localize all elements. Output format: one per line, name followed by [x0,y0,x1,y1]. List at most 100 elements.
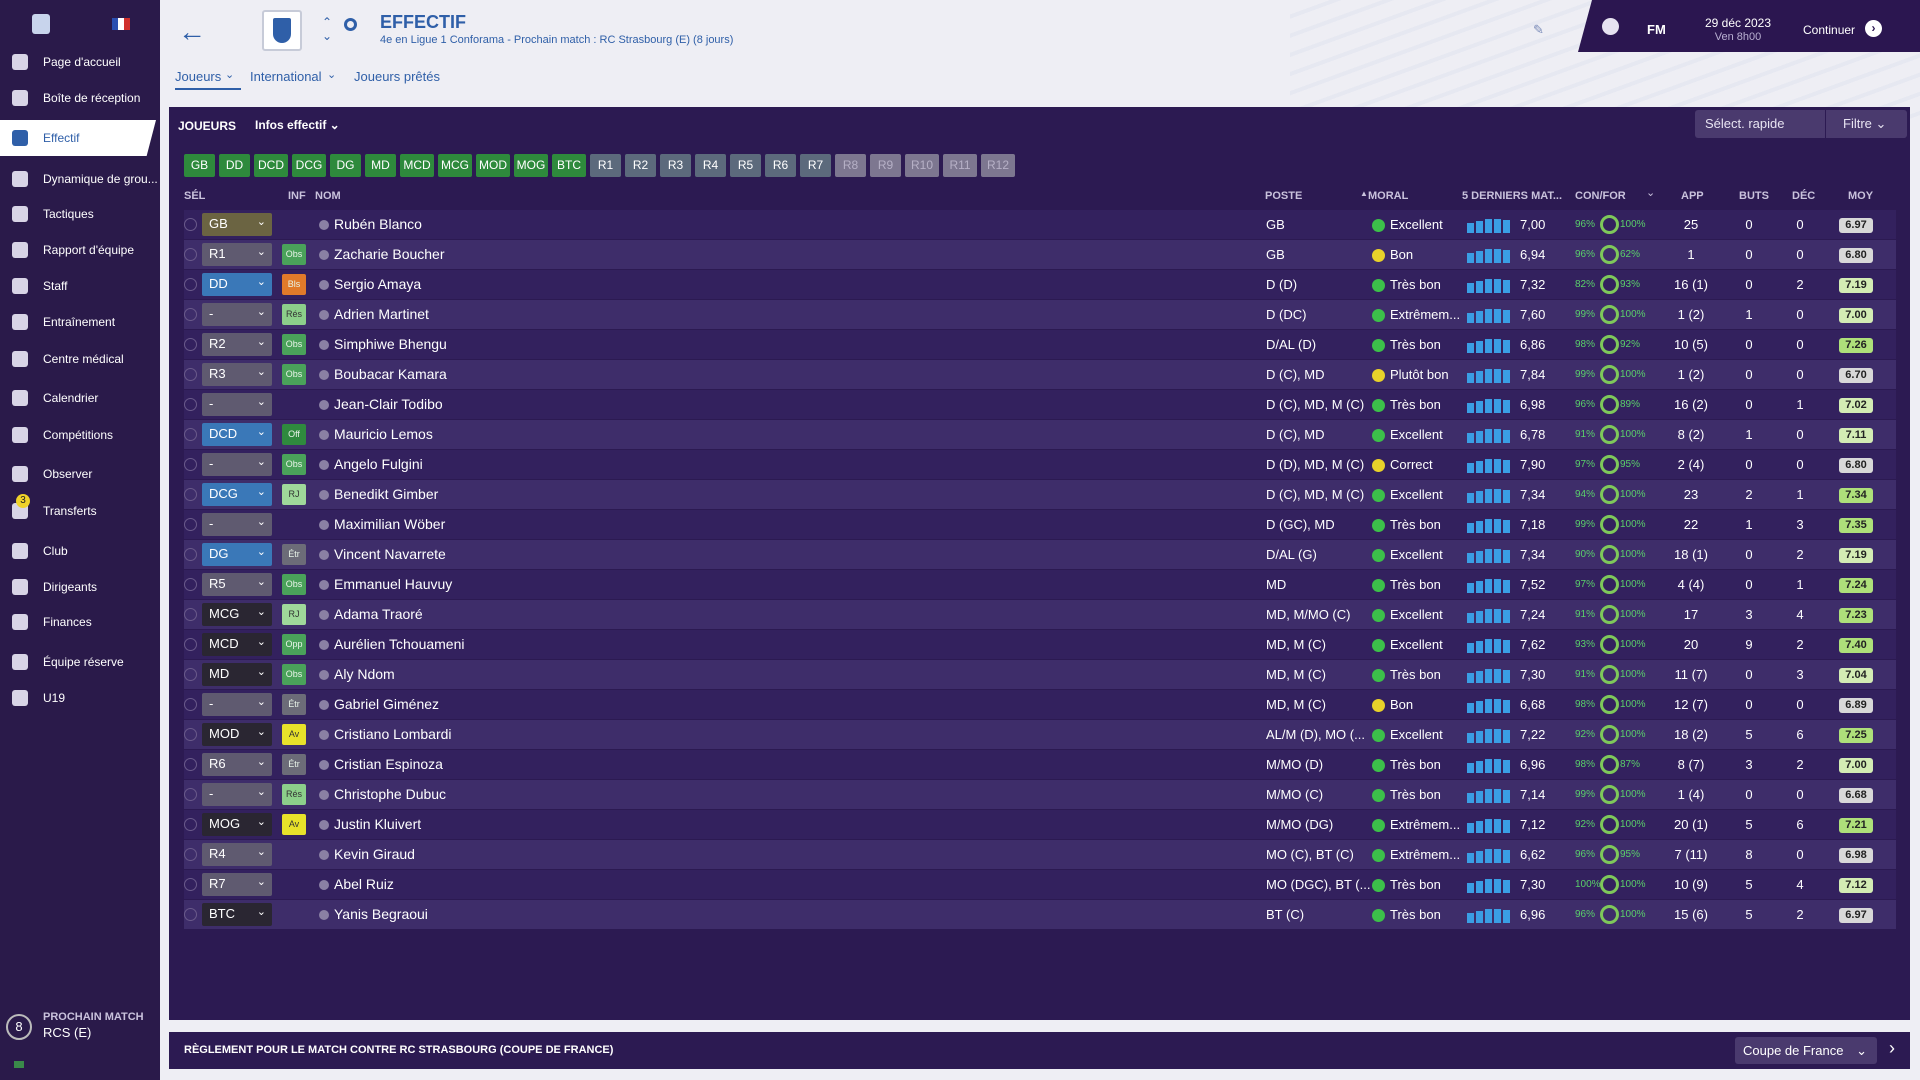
info-tag[interactable]: Av [282,814,306,835]
column-header[interactable]: BUTS [1739,190,1769,202]
tab-chevron[interactable]: ⌄ [327,69,337,81]
player-name[interactable]: Aurélien Tchouameni [334,636,465,652]
info-tag[interactable]: Opp [282,634,306,655]
position-chip[interactable]: MOD [476,154,510,177]
position-select[interactable]: MOG ⌄ [202,813,272,836]
player-name[interactable]: Maximilian Wöber [334,516,446,532]
column-header[interactable]: INF [288,190,306,202]
player-name[interactable]: Aly Ndom [334,666,395,682]
nav-icon[interactable] [12,351,28,367]
select-chevron[interactable]: ⌄ [256,726,266,738]
position-chip[interactable]: GB [184,154,215,177]
nation-flag[interactable] [112,18,130,30]
position-select[interactable]: R5 ⌄ [202,573,272,596]
select-checkbox[interactable] [184,698,197,711]
prev-next[interactable]: ⌃ ⌄ [322,15,333,43]
select-chevron[interactable]: ⌄ [256,846,266,858]
tab[interactable]: International [250,69,322,84]
position-select[interactable]: R3 ⌄ [202,363,272,386]
column-header[interactable]: MOY [1848,190,1874,202]
form-bars[interactable] [1467,846,1517,863]
select-checkbox[interactable] [184,428,197,441]
club-icon[interactable] [32,14,50,34]
continue-icon[interactable]: › [1865,20,1882,37]
nav-icon[interactable] [12,427,28,443]
info-tag[interactable]: Rés [282,304,306,325]
select-checkbox[interactable] [184,308,197,321]
nav-item[interactable]: Équipe réserve [43,655,124,669]
select-chevron[interactable]: ⌄ [256,666,266,678]
info-tag[interactable]: Rés [282,784,306,805]
info-icon[interactable] [319,760,329,770]
page-subtitle[interactable]: 4e en Ligue 1 Conforama - Prochain match… [380,34,734,46]
globe-icon[interactable] [1602,18,1619,35]
nav-icon[interactable] [12,206,28,222]
position-select[interactable]: DG ⌄ [202,543,272,566]
player-row[interactable]: - ⌄ Jean-Clair Todibo D (C), MD, M (C) Très … [184,390,1896,419]
info-icon[interactable] [319,640,329,650]
player-name[interactable]: Adama Traoré [334,606,423,622]
player-name[interactable]: Jean-Clair Todibo [334,396,443,412]
search-icon[interactable] [344,18,357,31]
player-name[interactable]: Zacharie Boucher [334,246,445,262]
info-icon[interactable] [319,250,329,260]
position-select[interactable]: DCG ⌄ [202,483,272,506]
select-checkbox[interactable] [184,518,197,531]
info-icon[interactable] [319,340,329,350]
position-value[interactable]: R2 [209,336,226,351]
player-name[interactable]: Yanis Begraoui [334,906,428,922]
position-value[interactable]: - [209,306,214,321]
select-checkbox[interactable] [184,218,197,231]
info-icon[interactable] [319,820,329,830]
select-chevron[interactable]: ⌄ [256,606,266,618]
select-chevron[interactable]: ⌄ [256,546,266,558]
form-bars[interactable] [1467,546,1517,563]
position-select[interactable]: - ⌄ [202,453,272,476]
position-select[interactable]: BTC ⌄ [202,903,272,926]
form-bars[interactable] [1467,636,1517,653]
nav-icon[interactable] [12,54,28,70]
position-value[interactable]: MOD [209,726,240,741]
info-tag[interactable]: RJ [282,484,306,505]
nav-icon[interactable] [12,314,28,330]
position-select[interactable]: R2 ⌄ [202,333,272,356]
position-chip[interactable]: R4 [695,154,726,177]
view-select[interactable]: Infos effectif ⌄ [255,118,340,132]
position-select[interactable]: DD ⌄ [202,273,272,296]
position-select[interactable]: MCG ⌄ [202,603,272,626]
nav-icon[interactable] [12,579,28,595]
position-value[interactable]: R4 [209,846,226,861]
info-icon[interactable] [319,610,329,620]
select-checkbox[interactable] [184,878,197,891]
player-row[interactable]: MOG ⌄ Av Justin Kluivert M/MO (DG) Extrêmem..… [184,810,1896,839]
nav-icon[interactable] [12,654,28,670]
form-bars[interactable] [1467,396,1517,413]
select-chevron[interactable]: ⌄ [256,426,266,438]
select-chevron[interactable]: ⌄ [256,366,266,378]
position-chip[interactable]: R12 [981,154,1015,177]
info-tag[interactable]: Obs [282,334,306,355]
position-value[interactable]: MD [209,666,230,681]
nav-icon[interactable] [12,278,28,294]
select-checkbox[interactable] [184,458,197,471]
position-chip[interactable]: R7 [800,154,831,177]
position-chip[interactable]: R10 [905,154,939,177]
position-chip[interactable]: DD [219,154,250,177]
position-chip[interactable]: MCG [438,154,472,177]
select-chevron[interactable]: ⌄ [256,306,266,318]
position-value[interactable]: GB [209,216,228,231]
player-row[interactable]: DCG ⌄ RJ Benedikt Gimber D (C), MD, M (C) Exc… [184,480,1896,509]
select-chevron[interactable]: ⌄ [256,486,266,498]
select-checkbox[interactable] [184,788,197,801]
player-name[interactable]: Justin Kluivert [334,816,422,832]
filter-label[interactable]: Filtre [1843,116,1872,131]
player-name[interactable]: Mauricio Lemos [334,426,433,442]
position-chip[interactable]: R5 [730,154,761,177]
position-chip[interactable]: DCG [292,154,326,177]
nav-icon[interactable] [12,543,28,559]
quick-select[interactable]: Sélect. rapide⌄ [1695,110,1855,138]
player-name[interactable]: Gabriel Giménez [334,696,440,712]
column-header[interactable]: SÉL [184,190,206,202]
form-bars[interactable] [1467,786,1517,803]
position-value[interactable]: - [209,396,214,411]
